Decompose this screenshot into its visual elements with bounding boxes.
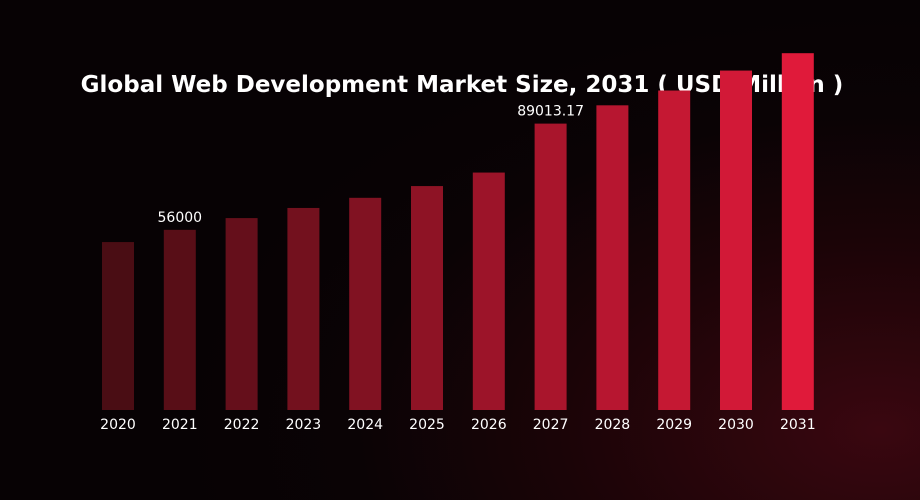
bars-group	[102, 53, 814, 410]
x-tick-label-2023: 2023	[286, 417, 322, 433]
x-tick-label-2022: 2022	[224, 417, 260, 433]
bar-2026	[472, 172, 505, 410]
chart-title: Global Web Development Market Size, 2031…	[81, 72, 844, 98]
x-tick-label-2030: 2030	[718, 417, 754, 433]
bar-2028	[596, 105, 629, 410]
bar-2020	[102, 242, 134, 410]
x-tick-label-2031: 2031	[780, 417, 816, 433]
bar-2021	[163, 229, 196, 410]
data-label-2021: 56000	[158, 210, 203, 226]
x-tick-label-2025: 2025	[409, 417, 445, 433]
bar-2022	[225, 218, 258, 410]
data-labels-group: 56000 89013.17	[158, 104, 584, 226]
bar-2023	[287, 207, 320, 410]
data-label-2027: 89013.17	[517, 104, 584, 120]
bar-2024	[349, 197, 382, 410]
bar-2027	[534, 123, 567, 410]
bar-2031	[781, 53, 814, 410]
x-tick-label-2029: 2029	[656, 417, 692, 433]
x-tick-label-2028: 2028	[595, 417, 631, 433]
x-tick-label-2021: 2021	[162, 417, 198, 433]
x-tick-label-2026: 2026	[471, 417, 507, 433]
bar-2029	[658, 90, 691, 410]
x-tick-label-2020: 2020	[100, 417, 136, 433]
x-tick-label-2024: 2024	[347, 417, 383, 433]
x-tick-label-2027: 2027	[533, 417, 569, 433]
bar-2030	[720, 70, 752, 410]
bar-2025	[411, 186, 443, 410]
x-axis-ticks: 2020 2021 2022 2023 2024 2025 2026 2027 2028 2029…	[100, 417, 815, 433]
